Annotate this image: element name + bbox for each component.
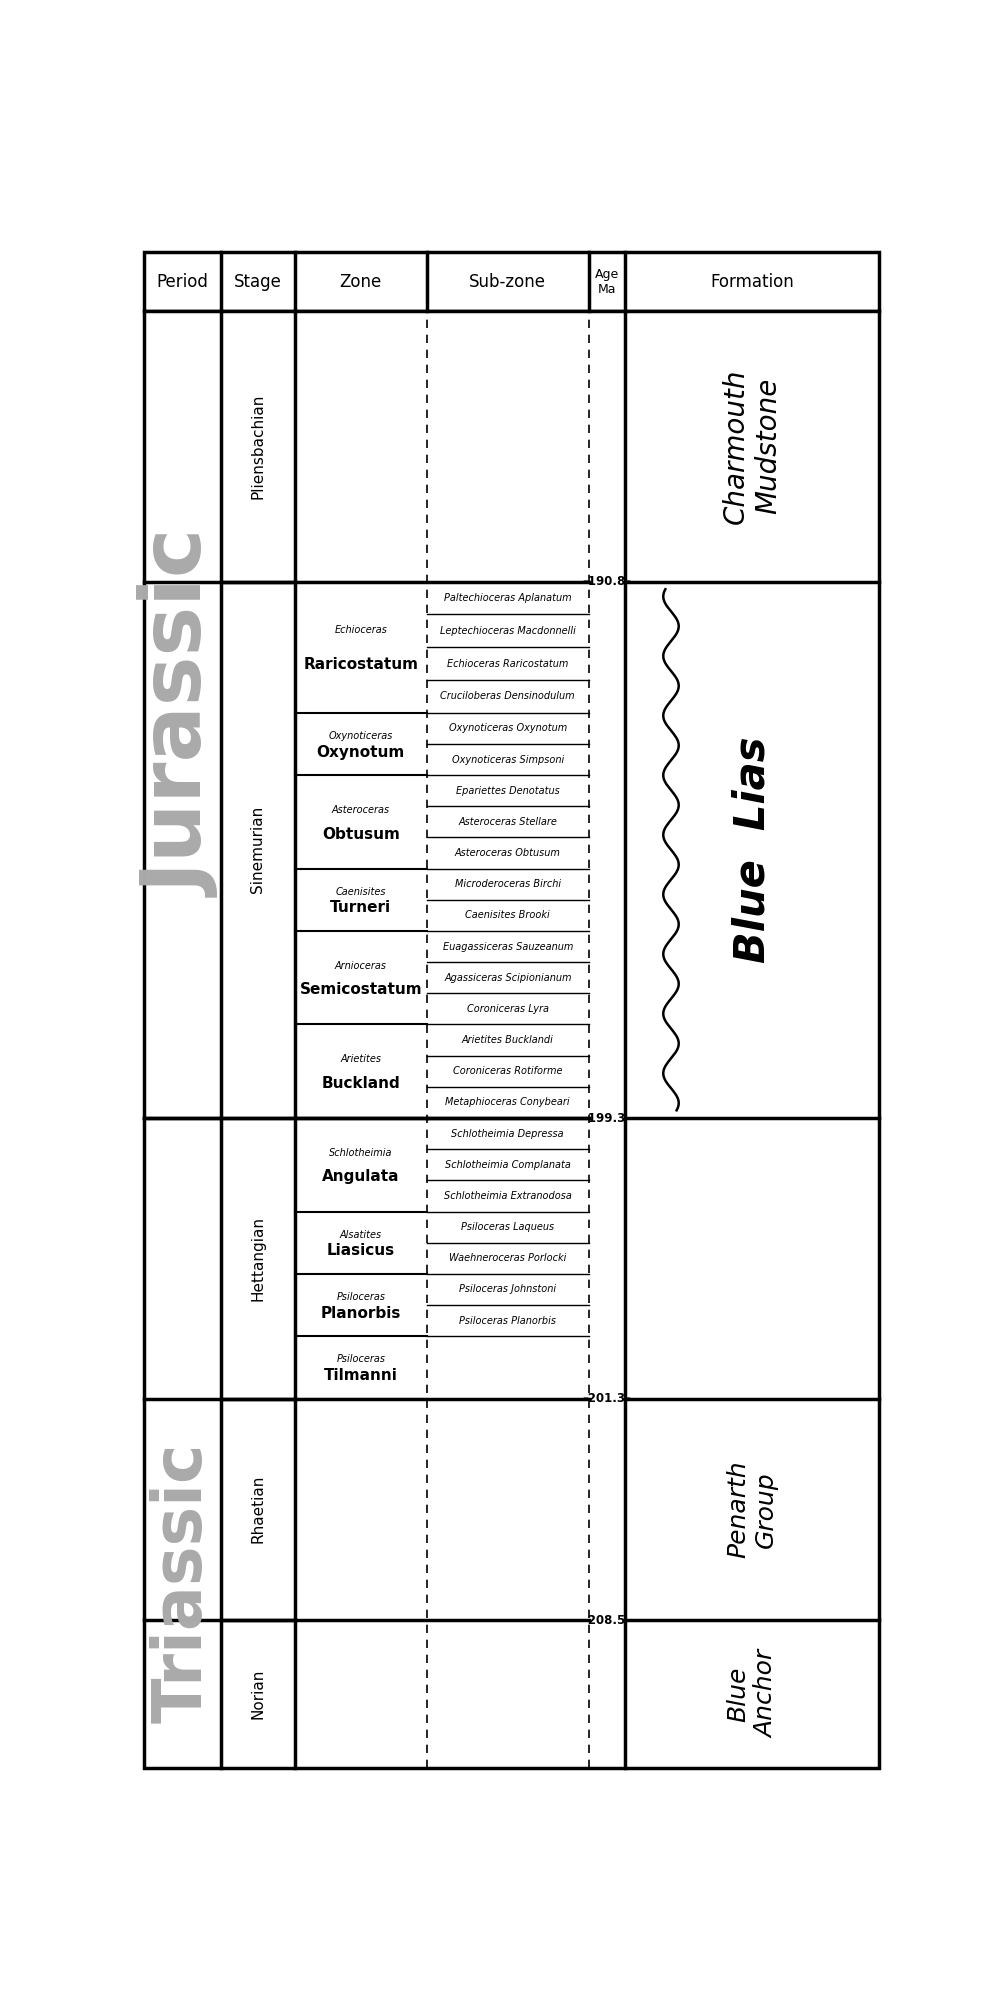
Text: Echioceras Raricostatum: Echioceras Raricostatum: [447, 658, 569, 668]
Text: Leptechioceras Macdonnelli: Leptechioceras Macdonnelli: [440, 626, 576, 636]
Text: Euagassiceras Sauzeanum: Euagassiceras Sauzeanum: [443, 942, 573, 952]
Text: Echioceras: Echioceras: [334, 626, 387, 636]
Text: Sinemurian: Sinemurian: [250, 806, 265, 894]
Text: Norian: Norian: [250, 1668, 265, 1720]
Text: Period: Period: [157, 272, 209, 290]
Text: Epariettes Denotatus: Epariettes Denotatus: [456, 786, 560, 796]
Text: Psiloceras Laqueus: Psiloceras Laqueus: [461, 1222, 554, 1232]
Text: Liasicus: Liasicus: [326, 1244, 395, 1258]
Text: Age
Ma: Age Ma: [595, 268, 619, 296]
Text: Microderoceras Birchi: Microderoceras Birchi: [455, 880, 561, 890]
Text: Oxynoticeras Oxynotum: Oxynoticeras Oxynotum: [449, 724, 567, 734]
Text: Paltechioceras Aplanatum: Paltechioceras Aplanatum: [444, 592, 572, 602]
Text: Turneri: Turneri: [330, 900, 391, 916]
Text: Sub-zone: Sub-zone: [469, 272, 546, 290]
Text: Arietites: Arietites: [340, 1054, 381, 1064]
Text: Caenisites: Caenisites: [335, 886, 386, 896]
Bar: [144, 252, 879, 310]
Text: Psiloceras: Psiloceras: [336, 1354, 385, 1364]
Text: Penarth
Group: Penarth Group: [727, 1460, 778, 1558]
Text: Pliensbachian: Pliensbachian: [250, 394, 265, 498]
Text: Angulata: Angulata: [322, 1170, 399, 1184]
Text: Coroniceras Lyra: Coroniceras Lyra: [467, 1004, 549, 1014]
Text: Asteroceras: Asteroceras: [331, 804, 390, 814]
Text: Obtusum: Obtusum: [322, 826, 400, 842]
Text: Tilmanni: Tilmanni: [324, 1368, 398, 1382]
Text: Zone: Zone: [339, 272, 382, 290]
Text: Formation: Formation: [711, 272, 794, 290]
Text: Raricostatum: Raricostatum: [303, 656, 418, 672]
Text: Rhaetian: Rhaetian: [250, 1476, 265, 1544]
Text: Caenisites Brooki: Caenisites Brooki: [465, 910, 550, 920]
Text: Schlotheimia Depressa: Schlotheimia Depressa: [451, 1128, 564, 1138]
Text: Jurassic: Jurassic: [142, 532, 224, 898]
Text: Schlotheimia: Schlotheimia: [329, 1148, 392, 1158]
Text: –199.3–: –199.3–: [583, 1112, 632, 1124]
Text: Agassiceras Scipionianum: Agassiceras Scipionianum: [444, 972, 572, 982]
Text: –201.3–: –201.3–: [583, 1392, 632, 1406]
Text: Oxynoticeras Simpsoni: Oxynoticeras Simpsoni: [452, 754, 564, 764]
Text: Asteroceras Stellare: Asteroceras Stellare: [458, 816, 557, 826]
Text: Planorbis: Planorbis: [320, 1306, 401, 1320]
Text: Coroniceras Rotiforme: Coroniceras Rotiforme: [453, 1066, 563, 1076]
Text: Buckland: Buckland: [321, 1076, 400, 1090]
Text: Triassic: Triassic: [150, 1442, 216, 1724]
Text: Cruciloberas Densinodulum: Cruciloberas Densinodulum: [440, 692, 575, 702]
Text: Psiloceras Planorbis: Psiloceras Planorbis: [459, 1316, 556, 1326]
Text: Arnioceras: Arnioceras: [335, 960, 387, 970]
Text: –208.5–: –208.5–: [583, 1614, 632, 1626]
Text: Stage: Stage: [235, 272, 281, 290]
Text: Charmouth
Mudstone: Charmouth Mudstone: [722, 368, 782, 524]
Text: Blue  Lias: Blue Lias: [732, 736, 773, 964]
Text: Arietites Bucklandi: Arietites Bucklandi: [462, 1036, 554, 1046]
Text: Hettangian: Hettangian: [250, 1216, 265, 1300]
Text: Schlotheimia Complanata: Schlotheimia Complanata: [445, 1160, 571, 1170]
Text: Psiloceras: Psiloceras: [336, 1292, 385, 1302]
Text: Waehneroceras Porlocki: Waehneroceras Porlocki: [449, 1254, 567, 1264]
Text: Schlotheimia Extranodosa: Schlotheimia Extranodosa: [444, 1190, 572, 1200]
Text: Psiloceras Johnstoni: Psiloceras Johnstoni: [459, 1284, 556, 1294]
Text: Asteroceras Obtusum: Asteroceras Obtusum: [455, 848, 561, 858]
Text: –190.8–: –190.8–: [583, 576, 632, 588]
Text: Oxynoticeras: Oxynoticeras: [328, 730, 393, 740]
Text: Blue
Anchor: Blue Anchor: [727, 1650, 778, 1738]
Text: Alsatites: Alsatites: [339, 1230, 382, 1240]
Text: Metaphioceras Conybeari: Metaphioceras Conybeari: [445, 1098, 570, 1108]
Text: Oxynotum: Oxynotum: [316, 744, 405, 760]
Text: Semicostatum: Semicostatum: [299, 982, 422, 998]
